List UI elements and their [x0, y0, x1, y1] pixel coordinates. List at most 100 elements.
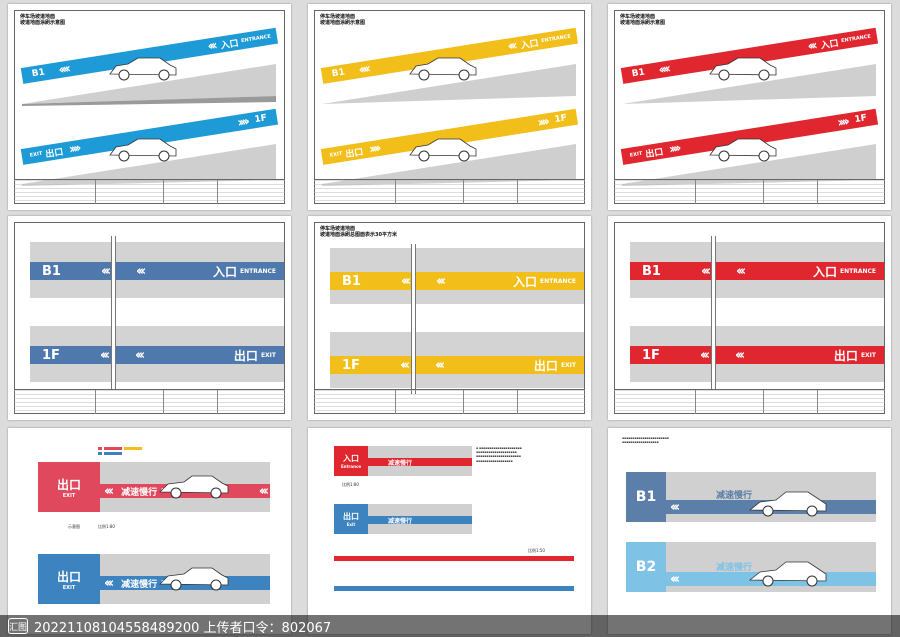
exit-cn: 出口 — [833, 348, 858, 363]
level-b1: B1 — [642, 263, 661, 279]
sheet-ramp-blue: 停车场坡道地面 坡道地面涂刷示意图 B1 ‹‹‹‹ ‹‹‹ 入口 ENTRANC… — [8, 4, 291, 210]
exit-en: EXIT — [629, 150, 643, 159]
b2-block: B2 — [626, 542, 666, 592]
swatch-yellow-bar — [124, 446, 142, 450]
logo-icon: 汇图 — [8, 618, 28, 634]
sheet-title: 停车场坡道地面 坡道地面涂刷总图面表示30平方米 — [320, 226, 397, 238]
entrance-en: ENTRANCE — [240, 33, 272, 45]
title-block — [314, 179, 585, 204]
divider-pole — [411, 244, 416, 394]
exit-en: EXIT — [62, 492, 76, 499]
level-b1: B1 — [631, 67, 646, 80]
exit-cn: 出口 — [343, 512, 359, 521]
chevron-icon: ‹‹‹ — [135, 347, 145, 363]
chevron-icon: ›››› — [367, 140, 380, 157]
band-exit: 1F ‹‹‹ ‹‹‹ 出口 EXIT — [630, 346, 884, 364]
entry-en: Entrance — [340, 464, 362, 469]
slow-cn: 减速慢行 — [388, 459, 413, 467]
chevron-icon: ›››› — [667, 140, 680, 157]
sheet-title: 停车场坡道地面 坡道地面涂刷示意图 — [320, 14, 365, 26]
exit-block: 出口 EXIT — [38, 462, 100, 512]
swatch-pink-bar — [104, 446, 122, 450]
chevron-icon: ‹‹‹ — [699, 347, 710, 363]
chevron-icon: ‹‹‹ — [700, 263, 711, 279]
chevron-icon: ‹‹‹ — [670, 571, 680, 587]
car-icon — [109, 138, 177, 162]
title-line-1: 停车场坡道地面 — [320, 14, 356, 20]
chevron-icon: ‹‹‹ — [136, 263, 146, 279]
chevron-icon: ‹‹‹ — [400, 273, 411, 289]
scale-label: 比例1:80 — [342, 482, 359, 487]
entrance-cn: 入口 — [212, 264, 237, 279]
swatch-blue-bar — [104, 451, 122, 455]
ramp-drawing — [622, 64, 876, 186]
exit-cn: 出口 — [44, 147, 65, 160]
level-b1: B1 — [635, 489, 657, 505]
title-line-2: 坡道地面涂刷示意图 — [320, 20, 366, 26]
level-b1: B1 — [31, 67, 46, 80]
sheet-title: 停车场坡道地面 坡道地面涂刷示意图 — [20, 14, 65, 26]
exit-en: EXIT — [560, 361, 576, 369]
entry-block: 入口 Entrance — [334, 446, 368, 476]
exit-cn: 出口 — [233, 348, 258, 363]
entry-cn: 入口 — [343, 454, 359, 463]
sheet-flat-red: B1 ‹‹‹ ‹‹‹ 入口 ENTRANCE 1F ‹‹‹ ‹‹‹ 出口 EXI… — [608, 216, 891, 420]
title-block — [614, 179, 885, 204]
sheet-title: 停车场坡道地面 坡道地面涂刷示意图 — [620, 14, 665, 26]
level-1f: 1F — [342, 357, 360, 373]
entrance-en: ENTRANCE — [540, 277, 576, 285]
entrance-en: ENTRANCE — [540, 33, 572, 45]
swatch-pink — [98, 446, 102, 450]
divider-pole — [111, 236, 116, 390]
exit-en: EXIT — [860, 351, 876, 359]
slow-cn: 减速慢行 — [121, 487, 158, 498]
car-icon — [159, 475, 229, 499]
level-1f: 1F — [42, 347, 60, 363]
scale-label: 示意图 — [68, 524, 80, 529]
title-block — [614, 389, 885, 414]
car-icon — [409, 57, 477, 81]
entrance-cn: 入口 — [512, 274, 537, 289]
b1-block: B1 — [626, 472, 666, 522]
slow-cn: 减速慢行 — [388, 517, 413, 525]
entrance-cn: 入口 — [819, 38, 840, 51]
b2-slow-cn: 减速慢行 — [716, 563, 753, 573]
entrance-en: ENTRANCE — [240, 267, 276, 275]
entrance-cn: 入口 — [812, 264, 837, 279]
band-entrance: B1 ‹‹‹ ‹‹‹ 入口 ENTRANCE — [630, 262, 884, 280]
title-line-1: 停车场坡道地面 — [20, 14, 56, 20]
level-b1: B1 — [42, 263, 61, 279]
exit-cn: 出口 — [533, 358, 558, 373]
level-1f: 1F — [253, 113, 268, 126]
chevron-icon: ‹‹‹ — [435, 357, 445, 373]
car-icon — [109, 57, 177, 81]
level-1f: 1F — [553, 113, 568, 126]
sheet-slow-left: 出口 EXIT ‹‹‹ 减速慢行 SLOW D ‹‹‹ 示意图 比例1:80 出… — [8, 428, 291, 634]
chevron-icon: ‹‹‹ — [258, 483, 269, 499]
sheet-slow-middle: ▪ ▪▪▪▪▪▪▪▪▪▪▪▪▪▪▪▪▪▪▪▪▪ ▪▪▪▪▪▪▪▪▪▪▪▪▪▪▪▪▪… — [308, 428, 591, 634]
title-line-2: 坡道地面涂刷总图面表示30平方米 — [320, 232, 397, 238]
title-line-1: 停车场坡道地面 — [320, 226, 356, 232]
chevron-icon: ‹‹‹‹ — [357, 61, 370, 78]
exit-cn: 出口 — [56, 569, 81, 584]
chevron-icon: ›››› — [536, 113, 548, 131]
chevron-icon: ›››› — [836, 113, 848, 131]
notes-block: ▪▪▪▪▪▪▪▪▪▪▪▪▪▪▪▪▪▪▪▪▪▪▪ ▪▪▪▪▪▪▪▪▪▪▪▪▪▪▪▪▪… — [622, 436, 669, 445]
strip-red — [334, 556, 574, 561]
chevron-icon: ‹‹‹ — [206, 38, 216, 55]
sheet-slow-right: ▪▪▪▪▪▪▪▪▪▪▪▪▪▪▪▪▪▪▪▪▪▪▪ ▪▪▪▪▪▪▪▪▪▪▪▪▪▪▪▪▪… — [608, 428, 891, 634]
chevron-icon: ‹‹‹ — [735, 347, 745, 363]
band-exit: 1F ‹‹‹ ‹‹‹ 出口 EXIT — [330, 356, 584, 374]
chevron-icon: ‹‹‹ — [736, 263, 746, 279]
level-1f: 1F — [642, 347, 660, 363]
chevron-icon: ‹‹‹‹ — [57, 61, 70, 78]
band-entrance: B1 ‹‹‹ ‹‹‹ 入口 ENTRANCE — [30, 262, 284, 280]
car-icon — [159, 567, 229, 591]
slow-cn: 减速慢行 — [121, 579, 158, 590]
car-icon — [748, 491, 827, 517]
entrance-cn: 入口 — [519, 38, 540, 51]
divider-pole — [711, 236, 716, 390]
car-icon — [409, 138, 477, 162]
title-block — [14, 389, 285, 414]
notes-block: ▪ ▪▪▪▪▪▪▪▪▪▪▪▪▪▪▪▪▪▪▪▪▪ ▪▪▪▪▪▪▪▪▪▪▪▪▪▪▪▪▪… — [476, 446, 522, 463]
